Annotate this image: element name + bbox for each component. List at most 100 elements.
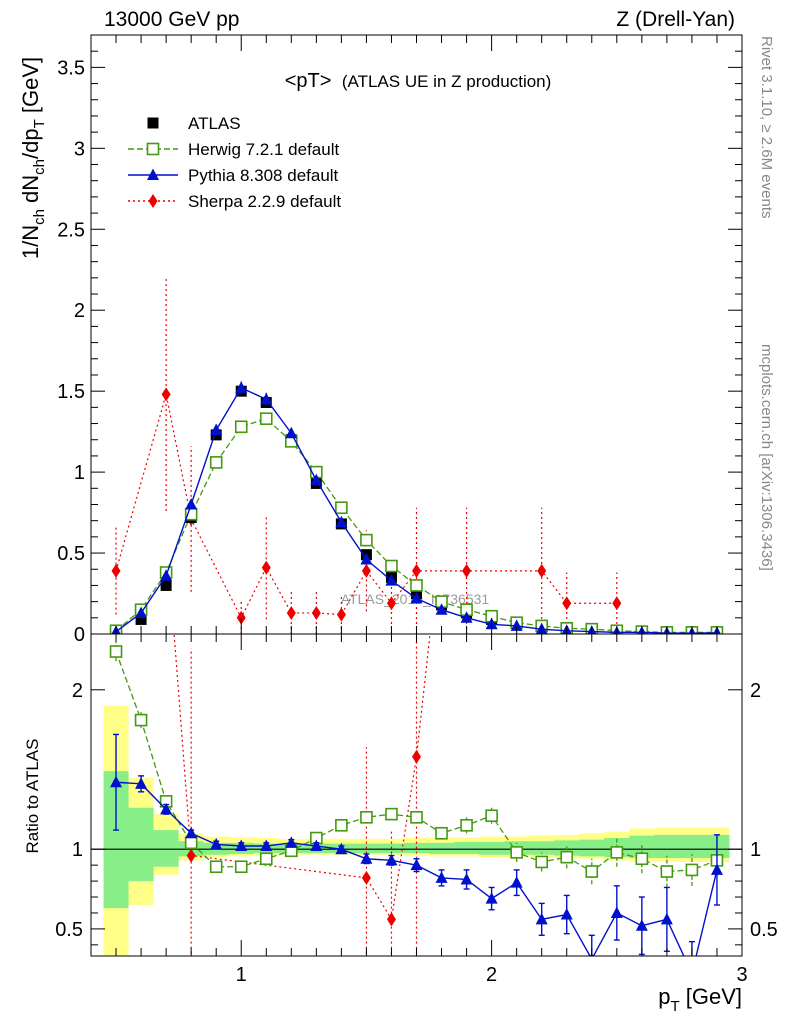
ratio-pythia-point bbox=[410, 858, 423, 871]
ratio-pythia-point bbox=[310, 839, 323, 852]
ratio-pythia-point bbox=[435, 871, 448, 883]
legend-label: ATLAS bbox=[188, 114, 241, 133]
header-left-label: 13000 GeV pp bbox=[104, 8, 239, 31]
x-axis-label-sub: T bbox=[670, 998, 679, 1015]
sherpa-point bbox=[562, 596, 572, 611]
sherpa-point bbox=[311, 605, 321, 620]
legend-marker bbox=[147, 117, 159, 129]
atlas-point bbox=[135, 613, 147, 625]
sherpa-point bbox=[462, 563, 472, 578]
y-axis-label: 1/Nch dNch/dpT [GeV] bbox=[18, 57, 48, 259]
pythia-point bbox=[335, 515, 348, 528]
ratio-y-tick-label-right: 2 bbox=[750, 680, 761, 702]
plot-title-sub: (ATLAS UE in Z production) bbox=[342, 72, 551, 91]
herwig-point bbox=[385, 559, 398, 573]
ratio-herwig-point bbox=[184, 836, 198, 850]
ratio-sherpa-line bbox=[173, 634, 431, 922]
ratio-sherpa-point bbox=[386, 912, 396, 927]
ratio-y-tick-label: 1 bbox=[72, 839, 83, 861]
ratio-pythia-point bbox=[635, 919, 648, 931]
pythia-point bbox=[235, 381, 248, 393]
legend-label: Herwig 7.2.1 default bbox=[188, 140, 339, 159]
ratio-pythia-point bbox=[260, 839, 273, 852]
ratio-herwig-point bbox=[535, 855, 548, 869]
mcplots-label: mcplots.cern.ch [arXiv:1306.3436] bbox=[758, 344, 775, 571]
ratio-pythia-point bbox=[160, 802, 173, 815]
ratio-herwig-point bbox=[209, 860, 223, 874]
herwig-point bbox=[410, 579, 423, 592]
ratio-pythia-point bbox=[135, 777, 148, 789]
pythia-point bbox=[260, 392, 273, 405]
pythia-point bbox=[385, 574, 398, 586]
x-axis-label: pT [GeV] bbox=[658, 984, 742, 1015]
ratio-pythia-point bbox=[460, 872, 473, 885]
ratio-herwig-point bbox=[585, 865, 599, 878]
sherpa-point bbox=[286, 605, 296, 620]
ratio-herwig-point bbox=[510, 846, 523, 859]
ratio-pythia-point bbox=[335, 842, 348, 855]
legend-item: Herwig 7.2.1 default bbox=[128, 140, 339, 159]
ratio-pythia-point bbox=[285, 836, 298, 848]
sherpa-point bbox=[361, 563, 371, 578]
ratio-y-tick-label-right: 0.5 bbox=[750, 919, 778, 941]
ratio-herwig-point bbox=[635, 852, 649, 866]
ratio-band-green bbox=[103, 771, 730, 909]
legend-label: Pythia 8.308 default bbox=[188, 166, 339, 185]
ratio-sherpa-point bbox=[361, 870, 371, 885]
pythia-point bbox=[360, 553, 373, 565]
pythia-point bbox=[160, 569, 173, 581]
ratio-y-tick-label: 2 bbox=[72, 680, 83, 702]
ratio-pythia-point bbox=[360, 852, 373, 864]
herwig-point bbox=[335, 501, 348, 515]
y-tick-label: 3.5 bbox=[57, 57, 85, 79]
legend-item: ATLAS bbox=[147, 114, 241, 133]
legend: ATLAS Herwig 7.2.1 default Pythia 8.308 de… bbox=[128, 114, 341, 211]
sherpa-point bbox=[336, 607, 346, 622]
ratio-herwig-point bbox=[460, 818, 473, 832]
ratio-herwig-point bbox=[660, 865, 674, 878]
plot-title-main: <pT> bbox=[285, 70, 332, 92]
ratio-pythia-point bbox=[560, 908, 573, 920]
sherpa-point bbox=[161, 387, 171, 402]
y-tick-label: 2 bbox=[74, 300, 85, 322]
legend-marker bbox=[146, 142, 160, 156]
ratio-herwig-point bbox=[435, 826, 448, 840]
ratio-y-tick-label: 0.5 bbox=[55, 919, 83, 941]
ratio-herwig-point bbox=[685, 863, 699, 877]
ratio-pythia-point bbox=[210, 837, 223, 850]
herwig-point bbox=[360, 533, 373, 547]
sherpa-point bbox=[111, 563, 121, 578]
sherpa-point bbox=[236, 610, 246, 625]
ratio-herwig-point bbox=[109, 645, 123, 658]
pythia-point bbox=[185, 497, 198, 510]
sherpa-point bbox=[386, 596, 396, 611]
ratio-herwig-point bbox=[360, 811, 373, 824]
pythia-point bbox=[435, 603, 448, 615]
legend-item: Sherpa 2.2.9 default bbox=[128, 192, 341, 211]
sherpa-line bbox=[115, 394, 617, 620]
ratio-sherpa-point bbox=[186, 848, 196, 863]
herwig-point bbox=[209, 456, 223, 469]
ratio-pythia-point bbox=[535, 912, 548, 925]
ratio-herwig-point bbox=[560, 850, 574, 864]
pythia-point bbox=[310, 473, 323, 486]
ratio-y-tick-label-right: 1 bbox=[750, 839, 761, 861]
sherpa-point bbox=[537, 563, 547, 578]
plot-title: <pT> (ATLAS UE in Z production) bbox=[285, 70, 552, 92]
ratio-pythia-point bbox=[710, 863, 723, 875]
x-axis-label-main: p bbox=[658, 984, 670, 1009]
ratio-pythia-point bbox=[610, 906, 623, 918]
x-tick-label: 1 bbox=[236, 964, 247, 986]
ratio-pythia-point bbox=[686, 967, 698, 979]
header-right-label: Z (Drell-Yan) bbox=[616, 8, 735, 31]
ratio-pythia-point bbox=[660, 912, 673, 925]
legend-label: Sherpa 2.2.9 default bbox=[188, 192, 341, 211]
ratio-sherpa-point bbox=[412, 749, 421, 764]
pythia-point bbox=[410, 591, 423, 604]
atlas-point bbox=[160, 579, 172, 591]
y-tick-label: 2.5 bbox=[57, 219, 85, 241]
y-tick-label: 3 bbox=[74, 138, 85, 160]
herwig-point bbox=[234, 420, 248, 434]
ratio-herwig-point bbox=[259, 852, 273, 866]
